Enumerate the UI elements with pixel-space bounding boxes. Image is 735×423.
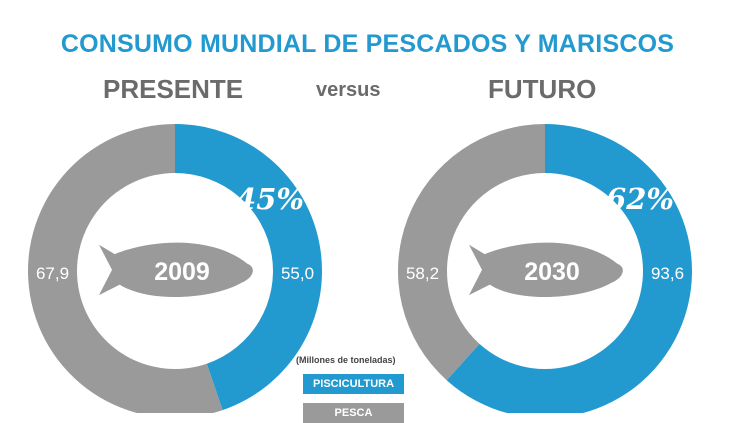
slice-value-label: 93,6 [651,264,684,283]
slice-value-label: 58,2 [406,264,439,283]
percent-label: 45% [236,182,304,216]
present-label: PRESENTE [103,74,244,104]
slice-value-label: 67,9 [36,264,69,283]
future-label: FUTURO [488,74,597,104]
donut-slice-pesca-2009 [28,124,223,413]
donut-slice-piscicultura-2030 [446,124,692,413]
donut-slice-pesca-2030 [397,123,545,381]
chart-title: CONSUMO MUNDIAL DE PESCADOS Y MARISCOS [60,30,675,58]
year-label: 2030 [524,258,580,286]
legend-item-pesca: PESCA [303,403,404,423]
year-label: 2009 [154,258,210,286]
donut-charts: 55,0 67,9 45% 2009 93,6 58,2 62% 2030 [28,123,692,413]
legend-units: (Millones de toneladas) [296,355,396,365]
slice-value-label: 55,0 [281,264,314,283]
versus-label: versus [316,79,381,101]
donut-slice-piscicultura-2009 [175,124,323,411]
percent-label: 62% [606,182,674,216]
legend-item-piscicultura: PISCICULTURA [303,374,404,394]
